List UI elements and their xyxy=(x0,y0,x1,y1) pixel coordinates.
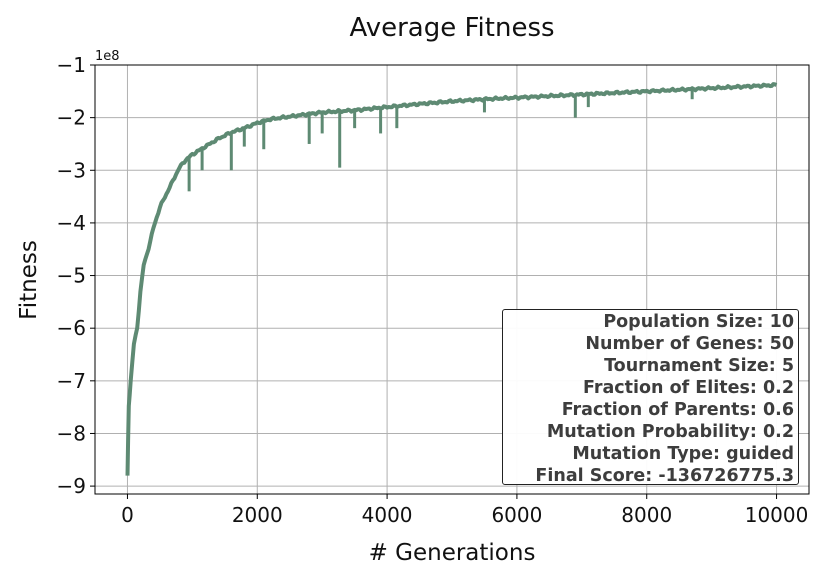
y-tick-label: −9 xyxy=(57,474,86,498)
chart-title: Average Fitness xyxy=(349,13,554,43)
info-fraction-elites: Fraction of Elites: 0.2 xyxy=(582,378,794,398)
x-tick-label: 6000 xyxy=(491,503,542,527)
x-tick-label: 0 xyxy=(121,503,134,527)
y-tick-label: −1 xyxy=(57,53,86,77)
y-tick-label: −6 xyxy=(57,316,86,340)
x-axis-label: # Generations xyxy=(369,540,536,566)
info-mutation-probability: Mutation Probability: 0.2 xyxy=(546,422,794,442)
plot-frame xyxy=(94,64,810,495)
series-line xyxy=(125,82,778,476)
info-number-of-genes: Number of Genes: 50 xyxy=(585,334,794,354)
x-tick-label: 2000 xyxy=(232,503,283,527)
x-tick-label: 10000 xyxy=(745,503,809,527)
y-tick-label: −8 xyxy=(57,421,86,445)
y-axis-label: Fitness xyxy=(16,240,42,320)
x-axis: 0 2000 4000 6000 8000 10000 xyxy=(121,494,808,527)
info-final-score: Final Score: -136726775.3 xyxy=(535,466,794,486)
y-scale-label: 1e8 xyxy=(95,49,120,64)
y-tick-label: −5 xyxy=(57,264,86,288)
y-tick-label: −4 xyxy=(57,211,86,235)
plot-series xyxy=(125,82,778,476)
y-tick-label: −7 xyxy=(57,369,86,393)
y-tick-label: −3 xyxy=(57,158,86,182)
info-population-size: Population Size: 10 xyxy=(603,312,794,332)
y-axis: −1 −2 −3 −4 −5 −6 −7 −8 −9 xyxy=(57,53,95,498)
parameters-box: Population Size: 10 Number of Genes: 50 … xyxy=(502,309,799,486)
info-mutation-type: Mutation Type: guided xyxy=(572,444,794,464)
y-tick-label: −2 xyxy=(57,106,86,130)
x-tick-label: 8000 xyxy=(621,503,672,527)
x-tick-label: 4000 xyxy=(362,503,413,527)
info-tournament-size: Tournament Size: 5 xyxy=(604,356,794,376)
info-fraction-parents: Fraction of Parents: 0.6 xyxy=(561,400,794,420)
